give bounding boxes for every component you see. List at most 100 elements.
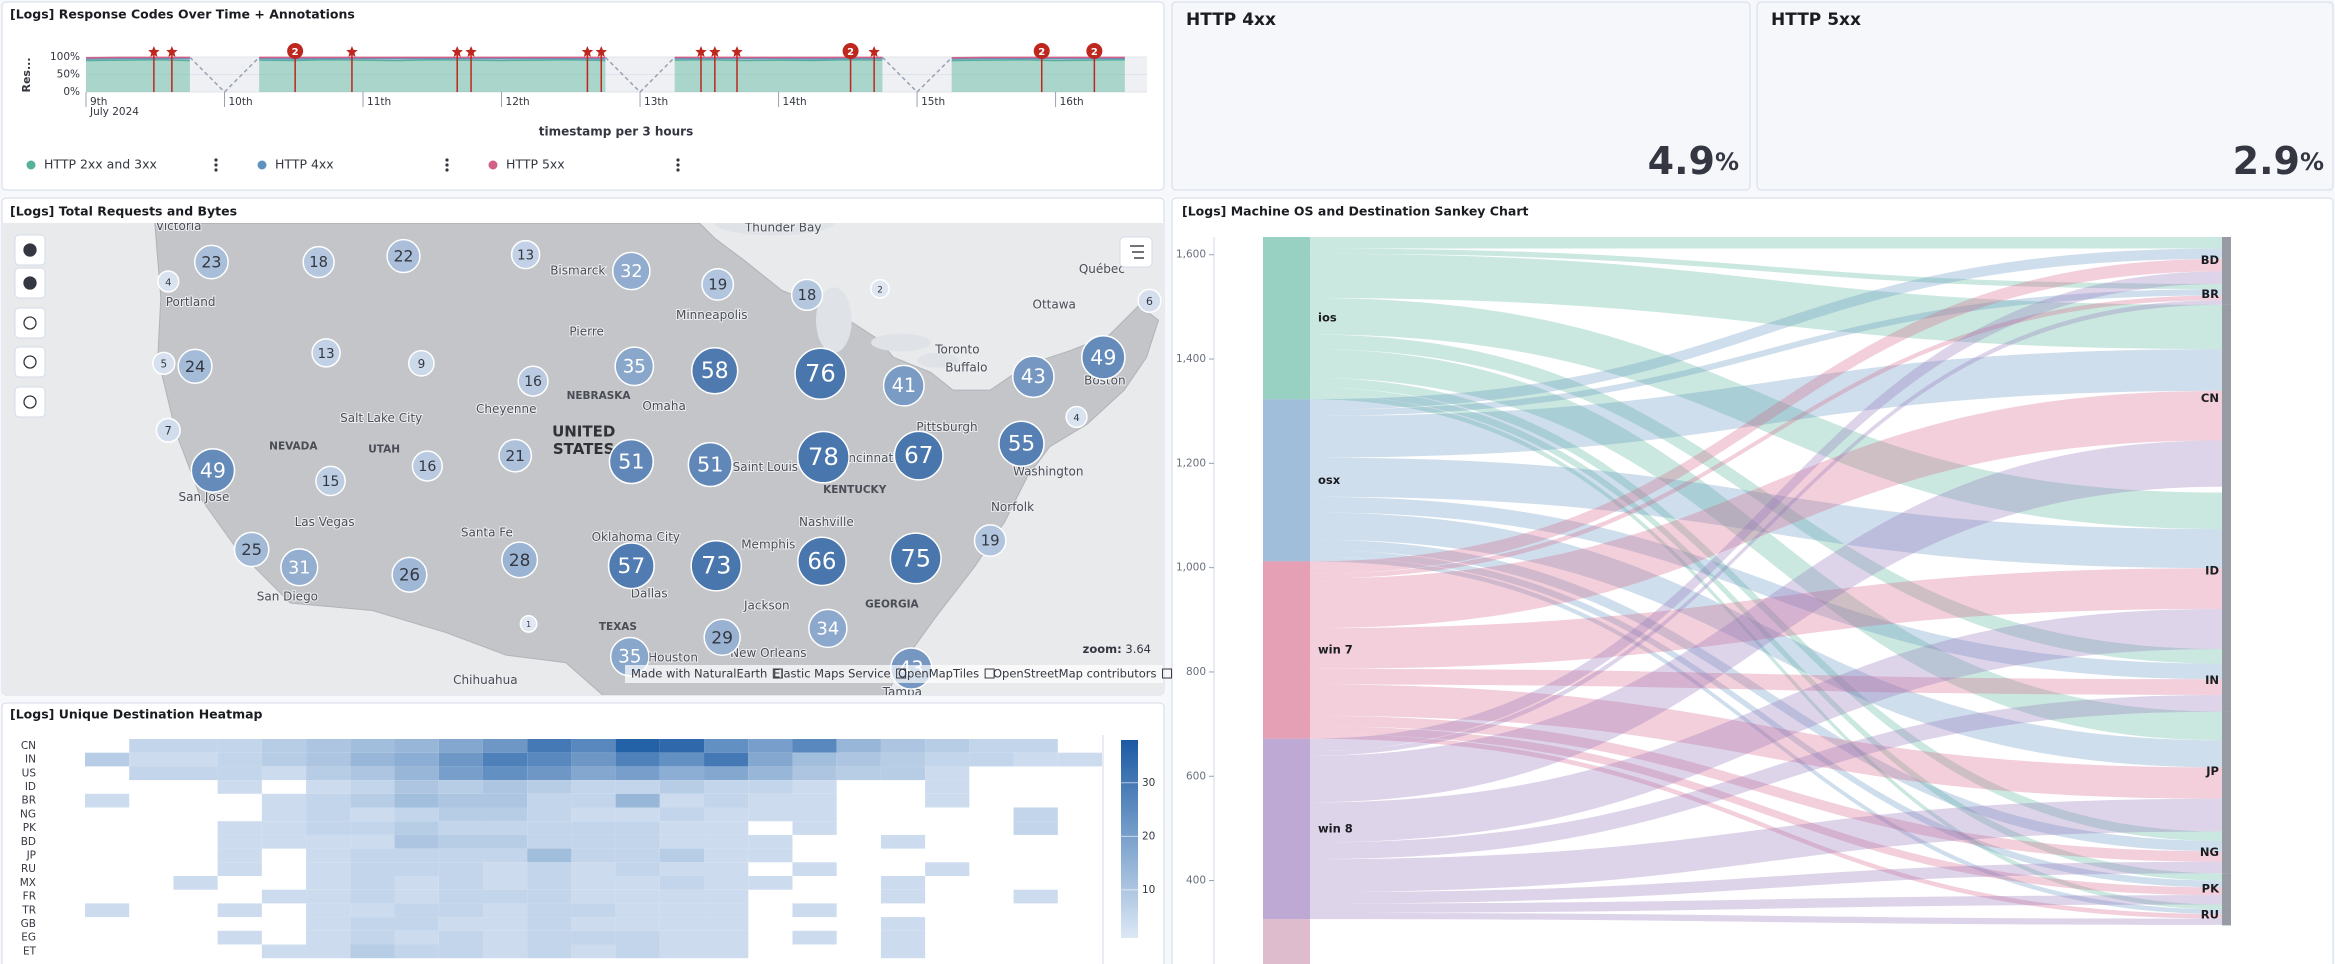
cluster[interactable]	[611, 251, 651, 291]
annotation-marker[interactable]	[1086, 43, 1103, 59]
heat-cell	[306, 889, 351, 904]
annotation-marker[interactable]	[451, 46, 463, 57]
heat-cell	[129, 739, 174, 753]
annotation-marker[interactable]	[287, 43, 304, 59]
annotation-count: 2	[847, 47, 854, 58]
map-control[interactable]	[14, 386, 46, 418]
legend-menu[interactable]	[676, 158, 680, 162]
cluster[interactable]	[796, 430, 850, 484]
cluster[interactable]	[614, 346, 655, 387]
annotation-marker[interactable]	[868, 46, 880, 57]
cluster[interactable]	[808, 608, 848, 649]
cluster[interactable]	[407, 349, 435, 377]
heat-cell	[438, 903, 483, 918]
cluster[interactable]	[608, 438, 654, 485]
cluster[interactable]	[280, 548, 319, 587]
cluster[interactable]	[391, 556, 428, 593]
cluster[interactable]	[794, 347, 847, 400]
attribution-link[interactable]: Elastic Maps Service	[773, 667, 891, 681]
legend-menu[interactable]	[445, 168, 449, 172]
cluster[interactable]	[194, 244, 229, 280]
annotation-marker[interactable]	[465, 46, 477, 57]
heat-cell	[748, 834, 793, 849]
external-link-icon[interactable]	[772, 668, 783, 679]
legend-label[interactable]: HTTP 4xx	[275, 157, 334, 172]
cluster[interactable]	[703, 618, 741, 657]
external-link-icon[interactable]	[984, 668, 995, 679]
cluster[interactable]	[302, 245, 335, 279]
legend-menu[interactable]	[445, 158, 449, 162]
zoom-label: zoom: 3.64	[1083, 642, 1151, 656]
legend-menu[interactable]	[445, 163, 449, 167]
cluster[interactable]	[893, 430, 944, 481]
map-control[interactable]	[14, 307, 46, 339]
attribution-link[interactable]: Made with NaturalEarth	[631, 667, 767, 681]
cluster[interactable]	[1137, 288, 1162, 313]
heat-cell	[527, 780, 572, 794]
legend-label[interactable]: HTTP 2xx and 3xx	[44, 157, 157, 172]
map-control[interactable]	[14, 346, 46, 378]
cluster[interactable]	[882, 364, 925, 407]
annotation-marker[interactable]	[581, 46, 594, 57]
cluster[interactable]	[177, 348, 213, 384]
map-control-icon	[23, 243, 37, 257]
cluster[interactable]	[190, 448, 236, 493]
cluster[interactable]	[797, 536, 847, 587]
cluster[interactable]	[607, 542, 655, 590]
external-link-icon[interactable]	[896, 668, 907, 679]
cluster[interactable]	[501, 541, 539, 579]
row-label: RU	[21, 863, 36, 875]
legend-menu[interactable]	[676, 168, 680, 172]
heat-cell	[306, 848, 351, 863]
cluster[interactable]	[233, 531, 270, 568]
place-label: Santa Fe	[461, 526, 513, 540]
cluster[interactable]	[510, 239, 541, 270]
cluster[interactable]	[998, 420, 1045, 467]
heat-cell	[571, 930, 616, 945]
cluster[interactable]	[690, 540, 742, 592]
cluster[interactable]	[411, 450, 443, 482]
legend-menu[interactable]	[676, 163, 680, 167]
link	[1310, 394, 2222, 910]
annotation-marker[interactable]	[1033, 43, 1050, 59]
place-label: Minneapolis	[676, 308, 748, 322]
cluster[interactable]	[701, 267, 735, 301]
annotation-marker[interactable]	[731, 46, 743, 57]
annotation-marker[interactable]	[595, 46, 607, 57]
external-link-icon[interactable]	[1162, 668, 1173, 679]
cluster[interactable]	[1012, 355, 1055, 399]
annotation-marker[interactable]	[166, 46, 178, 57]
cluster[interactable]	[311, 338, 341, 368]
cluster[interactable]	[519, 614, 538, 633]
attribution-link[interactable]: OpenStreetMap contributors	[993, 667, 1157, 681]
cluster[interactable]	[870, 279, 890, 299]
annotation-marker[interactable]	[346, 46, 358, 57]
cluster[interactable]	[973, 524, 1007, 557]
legend-menu[interactable]	[214, 158, 218, 162]
cluster[interactable]	[152, 351, 176, 376]
cluster-count: 49	[1090, 345, 1116, 369]
heat-cell	[880, 917, 926, 931]
cluster[interactable]	[155, 417, 181, 443]
annotation-marker[interactable]	[695, 46, 707, 57]
attribution-link[interactable]: OpenMapTiles	[898, 667, 979, 681]
legend-label[interactable]: HTTP 5xx	[506, 157, 565, 172]
cluster[interactable]	[517, 365, 549, 397]
cluster[interactable]	[1081, 335, 1126, 380]
cluster[interactable]	[498, 438, 533, 473]
cluster[interactable]	[790, 278, 824, 312]
cluster[interactable]	[1065, 405, 1088, 429]
annotation-marker[interactable]	[709, 46, 721, 57]
annotation-marker[interactable]	[148, 46, 160, 57]
cluster[interactable]	[157, 270, 180, 293]
heat-cell	[438, 930, 483, 945]
annotation-marker[interactable]	[842, 43, 859, 59]
cluster[interactable]	[687, 441, 733, 488]
cluster[interactable]	[889, 532, 942, 585]
panel	[1756, 1, 2334, 191]
legend-menu[interactable]	[214, 163, 218, 167]
cluster[interactable]	[691, 347, 739, 395]
legend-menu[interactable]	[214, 168, 218, 172]
cluster[interactable]	[315, 465, 346, 497]
cluster[interactable]	[386, 238, 421, 274]
